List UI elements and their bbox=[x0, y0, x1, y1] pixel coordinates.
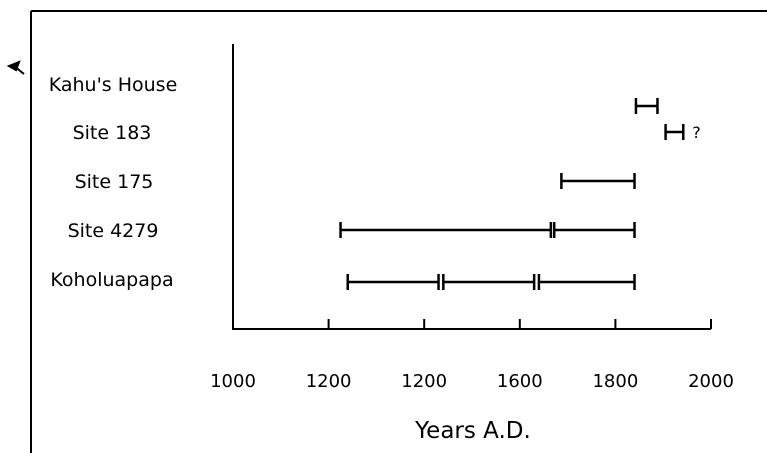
x-tick-label-1: 1200 bbox=[306, 371, 352, 392]
corner-arrow-mark bbox=[6, 60, 25, 75]
site-label-2: Site 175 bbox=[75, 171, 154, 193]
site-label-0: Kahu's House bbox=[49, 74, 178, 96]
site-label-3: Site 4279 bbox=[68, 220, 159, 242]
x-tick-label-3: 1600 bbox=[497, 371, 543, 392]
x-tick-label-4: 1800 bbox=[592, 371, 638, 392]
x-axis-title: Years A.D. bbox=[414, 418, 531, 444]
x-tick-label-5: 2000 bbox=[688, 371, 734, 392]
x-tick-label-2: 1200 bbox=[401, 371, 447, 392]
site-label-1: Site 183 bbox=[73, 122, 152, 144]
site-label-4: Koholuapapa bbox=[50, 269, 173, 291]
range-note-1: ? bbox=[692, 123, 701, 142]
x-tick-label-0: 1000 bbox=[210, 371, 256, 392]
